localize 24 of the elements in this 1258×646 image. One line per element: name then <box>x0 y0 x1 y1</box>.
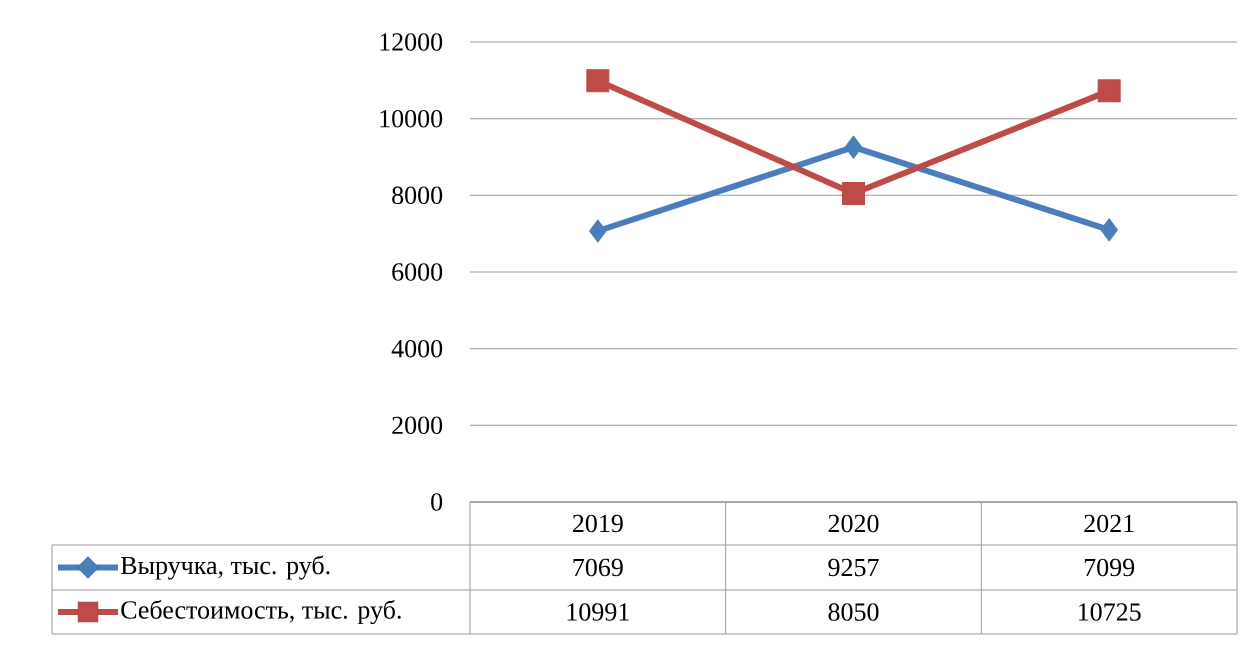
x-tick-label: 2020 <box>828 514 879 533</box>
y-tick-label: 12000 <box>380 33 443 51</box>
data-label: 8050 <box>828 603 879 621</box>
x-tick-label: 2021 <box>1084 514 1134 533</box>
point <box>844 135 863 159</box>
y-tick-label: 8000 <box>392 186 443 205</box>
point <box>1097 79 1121 103</box>
legend-label: Выручка, тыс. руб. <box>120 555 330 580</box>
point <box>842 181 866 205</box>
y-tick-label: 0 <box>431 493 443 511</box>
x-tick-label: 2019 <box>572 514 623 533</box>
y-tick-label: 6000 <box>392 263 443 281</box>
data-label: 7099 <box>1084 558 1135 577</box>
legend-label: Себестоимость, тыс. руб. <box>121 599 401 625</box>
data-label: 10725 <box>1078 603 1141 621</box>
y-tick-label: 10000 <box>380 109 443 128</box>
data-label: 7069 <box>573 558 623 577</box>
point <box>586 69 610 93</box>
data-label: 10991 <box>567 603 629 621</box>
point <box>589 219 607 243</box>
y-tick-label: 4000 <box>391 339 443 358</box>
y-tick-label: 2000 <box>392 416 443 435</box>
data-label: 9257 <box>828 558 879 577</box>
point <box>1100 218 1118 242</box>
